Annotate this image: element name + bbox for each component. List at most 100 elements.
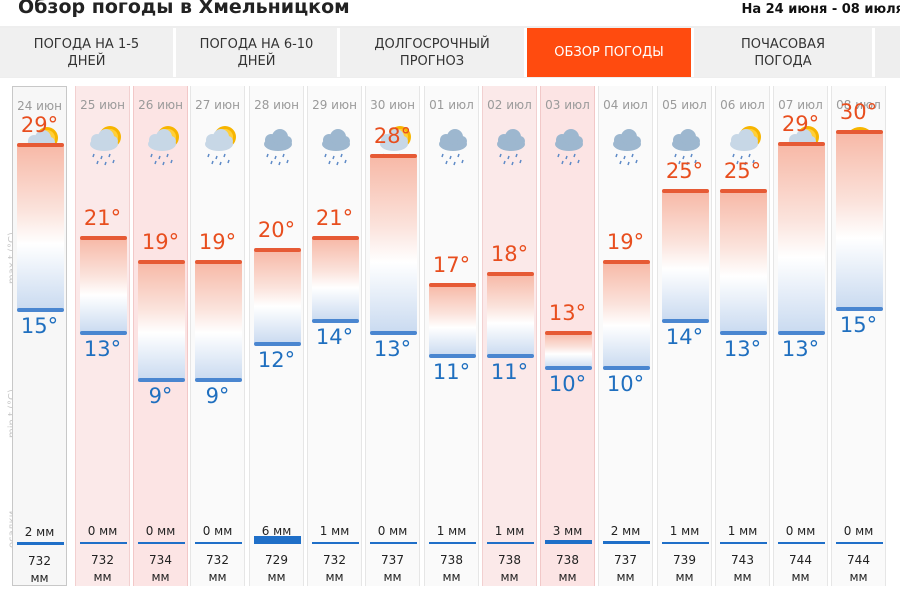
day-date: 08 июл [836,98,881,112]
pressure-number: 744 [789,553,812,567]
min-temp-marker [138,377,185,382]
max-temp-label: 17° [432,253,471,278]
day-date: 30 июн [370,98,415,112]
partly-cloudy-rain-icon [195,120,243,172]
min-temp-marker [545,366,592,370]
pressure-value: 729 мм [250,552,303,586]
precipitation-bar [720,542,767,544]
cloud-rain-icon [254,120,302,172]
precipitation-value: 0 мм [377,524,408,538]
pressure-number: 732 [206,553,229,567]
day-column[interactable]: 07 июл 29° 13° 0 мм 744 мм [773,86,828,586]
day-date: 01 июл [429,98,474,112]
day-column[interactable]: 30 июн 28° 13° 0 мм 737 мм [365,86,420,586]
precipitation-value: 2 мм [24,525,55,539]
min-temp-label: 15° [839,313,878,337]
pressure-unit: мм [442,570,461,584]
max-temp-label: 21° [315,206,354,231]
precipitation-bar [545,540,592,544]
temp-range-bar [487,273,534,357]
max-temp-marker [80,236,127,241]
day-column[interactable]: 27 июн 19° 9° 0 мм 732 мм [190,86,245,586]
partly-cloudy-rain-icon [370,120,418,172]
day-date: 02 июл [487,98,532,112]
precipitation-bar [662,542,709,544]
day-column[interactable]: 01 июл 17° 11° 1 мм 738 мм [424,86,479,586]
precipitation-bar [80,542,127,544]
day-date: 03 июл [545,98,590,112]
tab-label-line2: ДНЕЙ [237,53,276,69]
tab-label: ПОГОДА НА 6-10 ДНЕЙ [200,36,314,70]
day-column[interactable]: 08 июл 30° 15° 0 мм 744 мм [831,86,886,586]
temp-range-bar [603,261,650,368]
pressure-unit: мм [791,570,810,584]
day-date: 26 июн [138,98,183,112]
pressure-unit: мм [30,571,49,585]
temp-range-bar [429,285,476,357]
tab-forecast-1-5[interactable]: ПОГОДА НА 1-5 ДНЕЙ [0,28,173,77]
tab-separator [173,28,176,77]
pressure-value: 732 мм [308,552,361,586]
pressure-unit: мм [383,570,402,584]
precipitation-value: 1 мм [436,524,467,538]
pressure-unit: мм [675,570,694,584]
tab-label: ОБЗОР ПОГОДЫ [554,44,663,61]
day-column[interactable]: 24 июн 29° 15° 2 мм 732 мм [12,86,67,586]
pressure-unit: мм [733,570,752,584]
max-temp-label: 18° [490,241,529,266]
day-column[interactable]: 25 июн 21° 13° 0 мм 732 мм [75,86,130,586]
precipitation-bar [778,542,825,544]
day-column[interactable]: 26 июн 19° 9° 0 мм 734 мм [133,86,188,586]
cloud-rain-icon [662,120,710,172]
cloud-rain-icon [487,120,535,172]
pressure-value: 737 мм [599,552,652,586]
temp-range-bar [778,143,825,333]
precipitation-value: 1 мм [669,524,700,538]
pressure-value: 732 мм [13,553,66,587]
tab-label: ПОЧАСОВАЯ ПОГОДА [741,36,825,70]
min-temp-marker [662,318,709,323]
precipitation-bar [603,541,650,544]
day-date: 06 июл [720,98,765,112]
day-column[interactable]: 28 июн 20° 12° 6 мм 729 мм [249,86,304,586]
day-column[interactable]: 29 июн 21° 14° 1 мм 732 мм [307,86,362,586]
tab-label-line1: ПОГОДА НА 6-10 [199,36,314,52]
min-temp-label: 10° [606,372,645,396]
max-temp-label: 19° [141,229,180,254]
min-temp-label: 13° [83,336,122,361]
pressure-number: 743 [731,553,754,567]
day-column[interactable]: 02 июл 18° 11° 1 мм 738 мм [482,86,537,586]
tab-overview[interactable]: ОБЗОР ПОГОДЫ [527,28,691,77]
day-column[interactable]: 06 июл 25° 13° 1 мм 743 мм [715,86,770,586]
max-temp-label: 29° [781,111,820,136]
max-temp-label: 13° [548,300,587,325]
pressure-unit: мм [616,570,635,584]
tab-forecast-6-10[interactable]: ПОГОДА НА 6-10 ДНЕЙ [176,28,337,77]
partly-cloudy-rain-icon [720,120,768,172]
partly-cloudy-rain-icon [138,120,186,172]
max-temp-marker [603,259,650,264]
tab-hourly[interactable]: ПОЧАСОВАЯ ПОГОДА [694,28,872,77]
pressure-number: 732 [91,553,114,567]
precipitation-value: 2 мм [610,524,641,538]
precipitation-bar [370,542,417,544]
max-temp-label: 19° [198,229,237,254]
day-date: 29 июн [312,98,357,112]
min-temp-marker [836,307,883,311]
day-column[interactable]: 03 июл 13° 10° 3 мм 738 мм [540,86,595,586]
min-temp-marker [17,308,64,312]
pressure-number: 729 [265,553,288,567]
tab-bar: ПОГОДА НА 1-5 ДНЕЙ ПОГОДА НА 6-10 ДНЕЙ ДОЛГО… [0,26,900,78]
precipitation-value: 6 мм [261,524,292,538]
max-temp-label: 25° [665,159,704,183]
precipitation-value: 0 мм [202,524,233,538]
pressure-number: 732 [28,554,51,568]
pressure-unit: мм [208,570,227,584]
min-temp-marker [80,330,127,335]
tab-long-term[interactable]: ДОЛГОСРОЧНЫЙ ПРОГНОЗ [340,28,524,77]
partly-cloudy-rain-icon [80,120,128,172]
pressure-value: 743 мм [716,552,769,586]
day-column[interactable]: 04 июл 19° 10° 2 мм 737 мм [598,86,653,586]
day-column[interactable]: 05 июл 25° 14° 1 мм 739 мм [657,86,712,586]
pressure-value: 732 мм [76,552,129,586]
